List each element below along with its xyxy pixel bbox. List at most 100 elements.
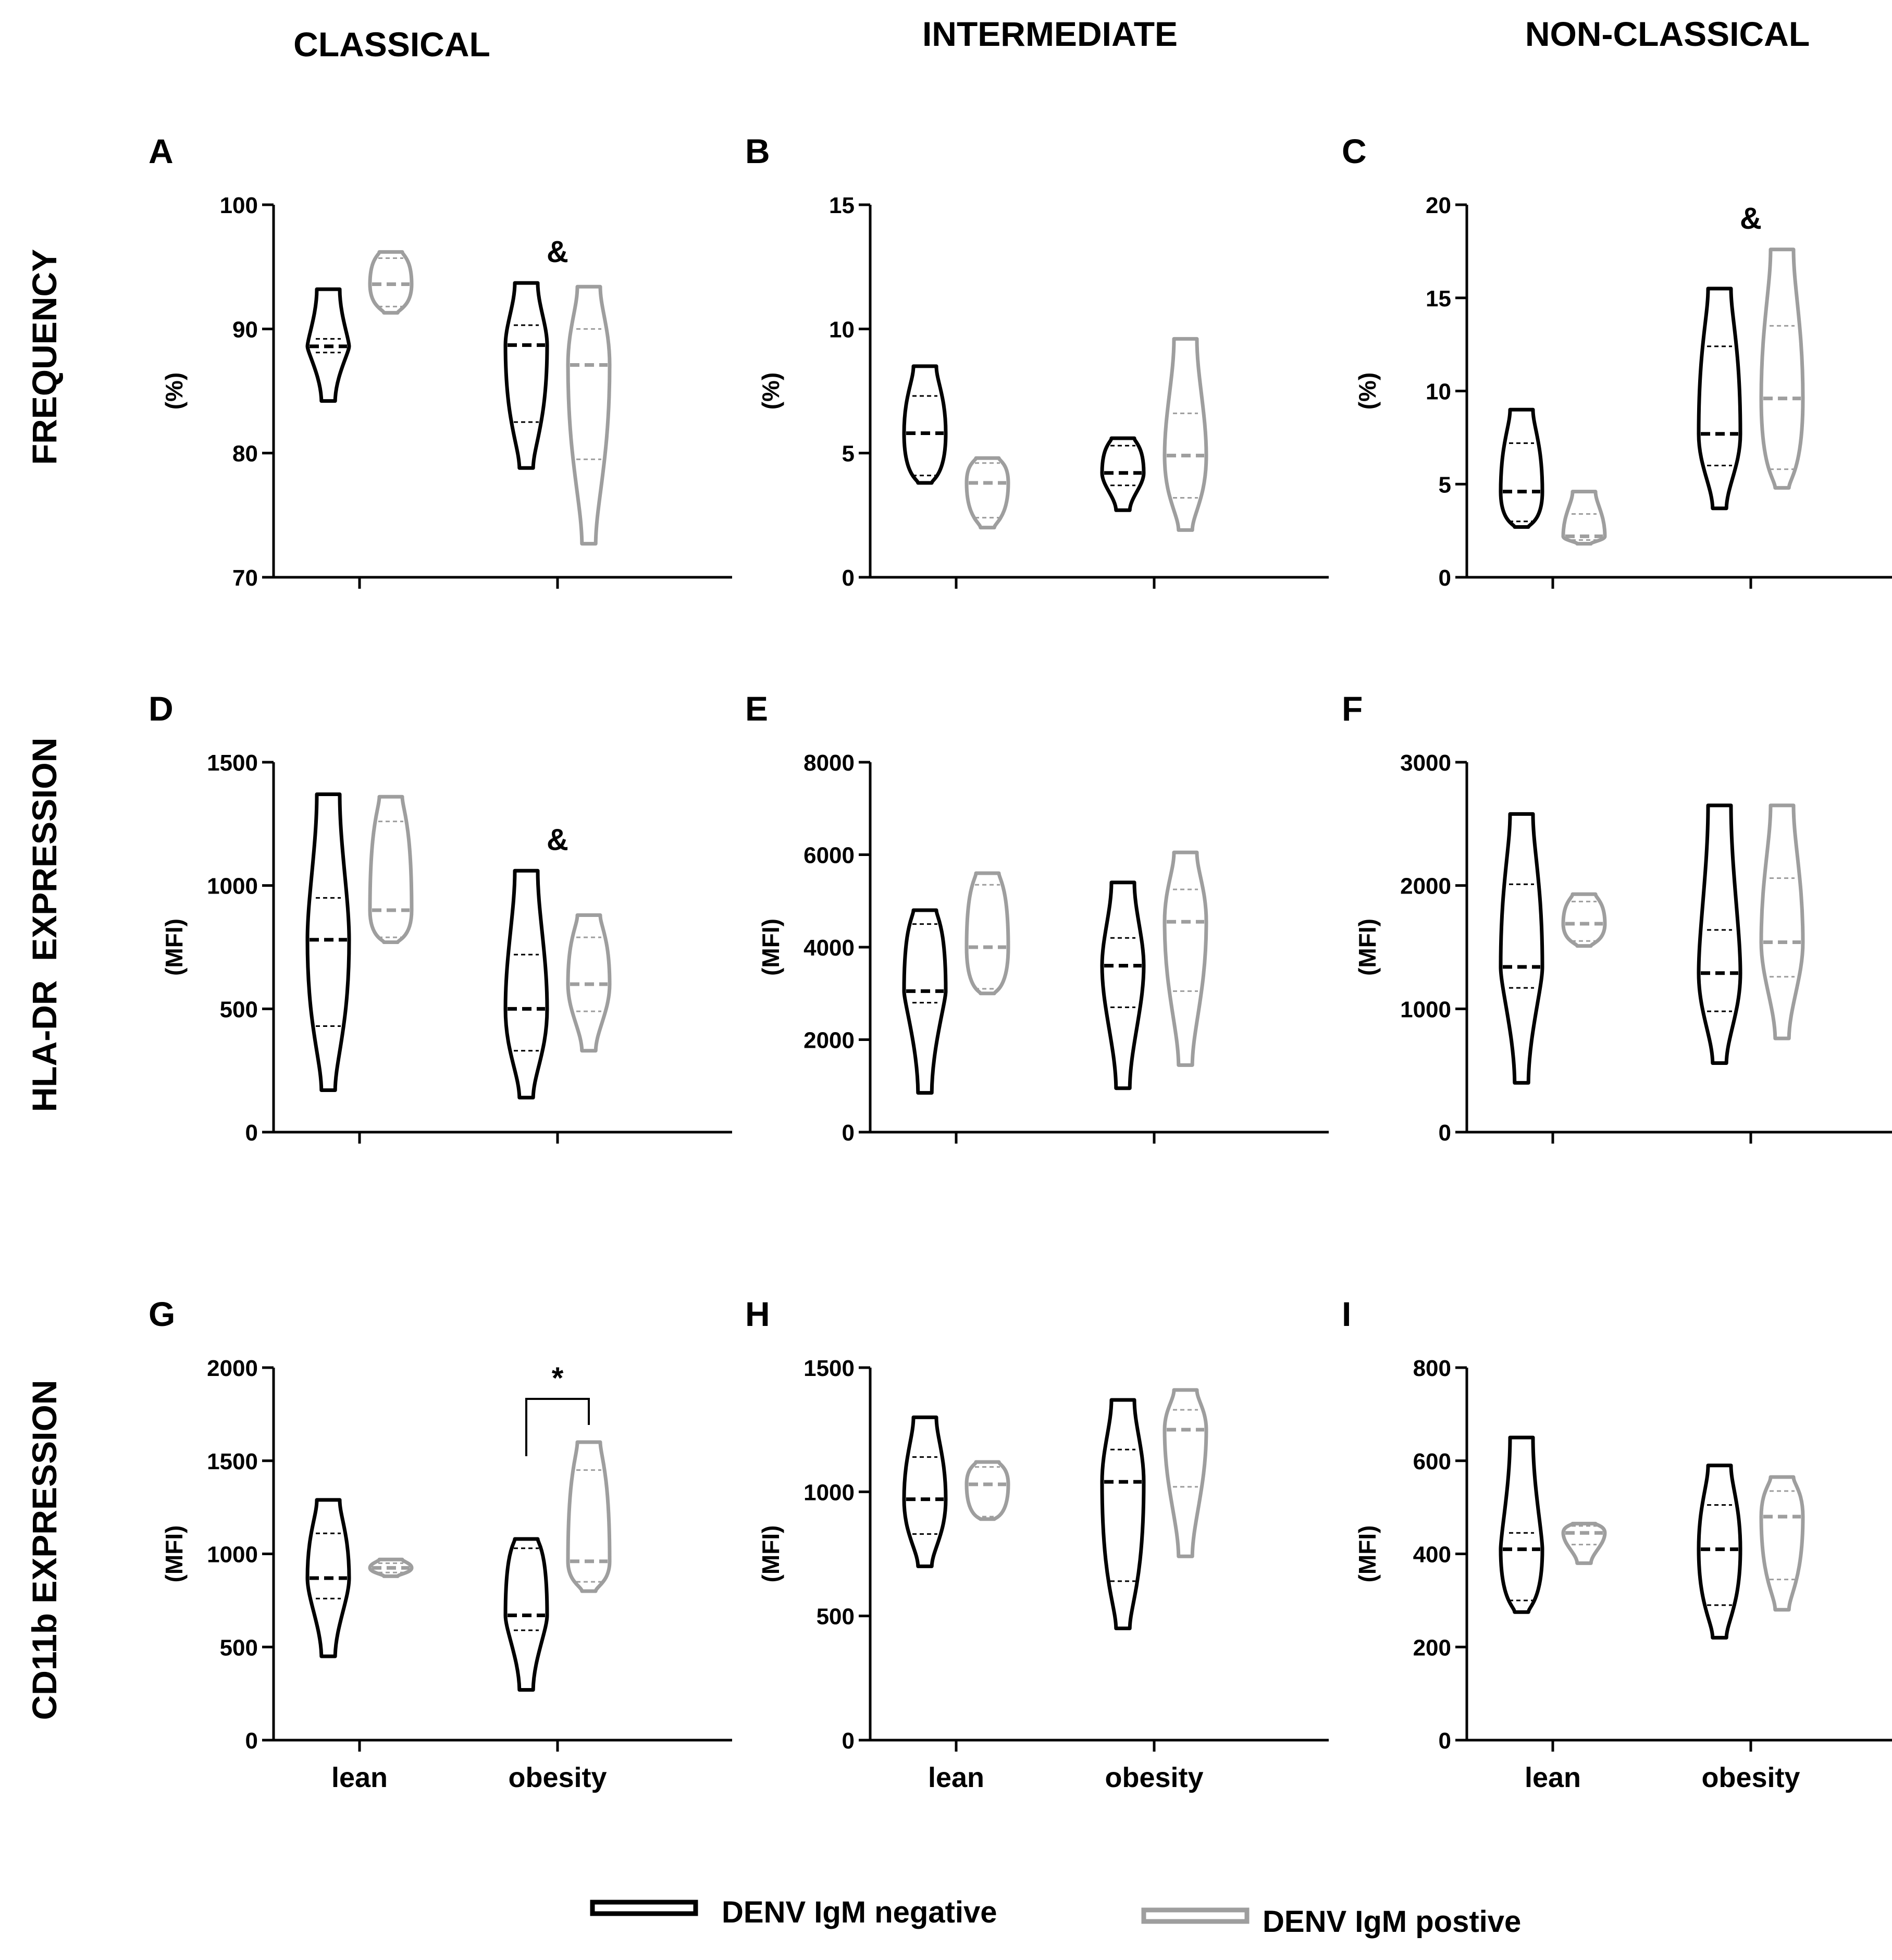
panels: A 70 80 90 100 (%) & B 0 5 10 15 (%) C 0 5 10 15 20 (%) & D 0 5… bbox=[149, 132, 1892, 1793]
violin-negative bbox=[503, 1537, 549, 1692]
violin-positive bbox=[1561, 1521, 1607, 1565]
violin-negative bbox=[902, 364, 948, 485]
violin-body bbox=[1759, 1475, 1805, 1612]
y-axis-label: (MFI) bbox=[160, 1525, 188, 1583]
y-tick-label: 5 bbox=[842, 441, 855, 467]
y-tick-label: 3000 bbox=[1400, 750, 1451, 776]
violin-negative bbox=[305, 792, 351, 1093]
violin-body bbox=[1561, 490, 1607, 546]
panel-f: F 0 1000 2000 3000 (MFI) bbox=[1342, 689, 1892, 1146]
violin-positive bbox=[964, 456, 1010, 530]
violin-body bbox=[1697, 803, 1742, 1065]
violin-positive bbox=[1163, 1388, 1208, 1558]
violin-negative bbox=[503, 281, 549, 470]
violin-body bbox=[368, 795, 414, 945]
panel-label: A bbox=[149, 132, 174, 170]
significance-marker: & bbox=[547, 823, 568, 857]
panel-label: H bbox=[745, 1295, 770, 1333]
y-tick-label: 200 bbox=[1413, 1635, 1451, 1660]
y-tick-label: 1500 bbox=[803, 1356, 855, 1381]
violin-body bbox=[1561, 892, 1607, 948]
violin-body bbox=[1561, 1521, 1607, 1565]
violin-negative bbox=[503, 869, 549, 1100]
violin-negative bbox=[305, 287, 351, 403]
y-tick-label: 800 bbox=[1413, 1356, 1451, 1381]
y-tick-label: 100 bbox=[220, 193, 258, 218]
violin-body bbox=[902, 364, 948, 485]
violin-body bbox=[1100, 1398, 1146, 1630]
y-tick-label: 1500 bbox=[207, 1449, 258, 1474]
panel-label: E bbox=[745, 689, 768, 728]
violin-body bbox=[305, 1498, 351, 1658]
row-header-cd11b: CD11b EXPRESSION bbox=[25, 1380, 64, 1720]
violin-body bbox=[964, 456, 1010, 530]
violin-positive bbox=[566, 913, 612, 1053]
violin-body bbox=[368, 250, 414, 315]
panel-h: H 0 500 1000 1500 (MFI) lean obesity bbox=[745, 1295, 1329, 1793]
violin-body bbox=[503, 869, 549, 1100]
violin-body bbox=[1100, 880, 1146, 1090]
panel-c: C 0 5 10 15 20 (%) & bbox=[1342, 132, 1892, 591]
violin-positive bbox=[566, 284, 612, 546]
y-tick-label: 0 bbox=[842, 565, 855, 591]
violin-body bbox=[1499, 407, 1544, 529]
panel-label: F bbox=[1342, 689, 1363, 728]
violin-body bbox=[305, 287, 351, 403]
panel-label: C bbox=[1342, 132, 1367, 170]
violin-negative bbox=[1697, 287, 1742, 511]
panel-label: I bbox=[1342, 1295, 1351, 1333]
violin-positive bbox=[1561, 490, 1607, 546]
violin-positive bbox=[964, 1460, 1010, 1521]
y-tick-label: 2000 bbox=[803, 1028, 855, 1053]
y-tick-label: 10 bbox=[829, 317, 855, 342]
x-tick-label-obesity: obesity bbox=[1701, 1762, 1800, 1793]
violin-negative bbox=[902, 1415, 948, 1568]
y-tick-label: 10 bbox=[1426, 379, 1451, 405]
panel-label: G bbox=[149, 1295, 175, 1333]
significance-marker: * bbox=[552, 1361, 564, 1395]
y-axis-label: (MFI) bbox=[1354, 919, 1381, 976]
violin-positive bbox=[566, 1440, 612, 1593]
column-header-intermediate: INTERMEDIATE bbox=[922, 15, 1178, 53]
violin-body bbox=[566, 913, 612, 1053]
violin-positive bbox=[1759, 1475, 1805, 1612]
y-tick-label: 90 bbox=[232, 317, 258, 342]
legend-label-positive: DENV IgM postive bbox=[1263, 1905, 1521, 1939]
column-header-non-classical: NON-CLASSICAL bbox=[1525, 15, 1810, 53]
y-tick-label: 0 bbox=[1439, 565, 1451, 591]
row-header-hla-dr: HLA-DR EXPRESSION bbox=[25, 738, 64, 1112]
y-axis-label: (MFI) bbox=[160, 919, 188, 976]
y-tick-label: 1000 bbox=[1400, 997, 1451, 1022]
y-tick-label: 0 bbox=[1439, 1120, 1451, 1146]
violin-negative bbox=[1499, 407, 1544, 529]
y-tick-label: 1500 bbox=[207, 750, 258, 776]
y-axis-label: (%) bbox=[1354, 373, 1381, 410]
violin-positive bbox=[1163, 850, 1208, 1067]
violin-body bbox=[1499, 812, 1544, 1085]
violin-body bbox=[368, 1557, 414, 1578]
x-tick-label-lean: lean bbox=[331, 1762, 388, 1793]
panel-label: B bbox=[745, 132, 770, 170]
violin-negative bbox=[1697, 803, 1742, 1065]
violin-body bbox=[1759, 247, 1805, 490]
y-tick-label: 0 bbox=[842, 1120, 855, 1146]
legend-label-negative: DENV IgM negative bbox=[722, 1895, 997, 1929]
violin-body bbox=[566, 284, 612, 546]
y-tick-label: 500 bbox=[220, 1635, 258, 1660]
panel-g: G 0 500 1000 1500 2000 (MFI) lean obesity * bbox=[149, 1295, 732, 1793]
y-tick-label: 500 bbox=[817, 1604, 855, 1630]
violin-body bbox=[1759, 803, 1805, 1040]
violin-negative bbox=[902, 908, 948, 1095]
violin-positive bbox=[964, 871, 1010, 996]
y-tick-label: 0 bbox=[1439, 1728, 1451, 1754]
violin-body bbox=[902, 1415, 948, 1568]
violin-positive bbox=[1759, 247, 1805, 490]
panel-i: I 0 200 400 600 800 (MFI) lean obesity bbox=[1342, 1295, 1892, 1793]
violin-negative bbox=[1100, 1398, 1146, 1630]
violin-negative bbox=[1499, 1435, 1544, 1614]
significance-marker: & bbox=[547, 235, 568, 269]
y-tick-label: 70 bbox=[232, 565, 258, 591]
y-tick-label: 0 bbox=[842, 1728, 855, 1754]
y-axis-label: (MFI) bbox=[757, 919, 784, 976]
